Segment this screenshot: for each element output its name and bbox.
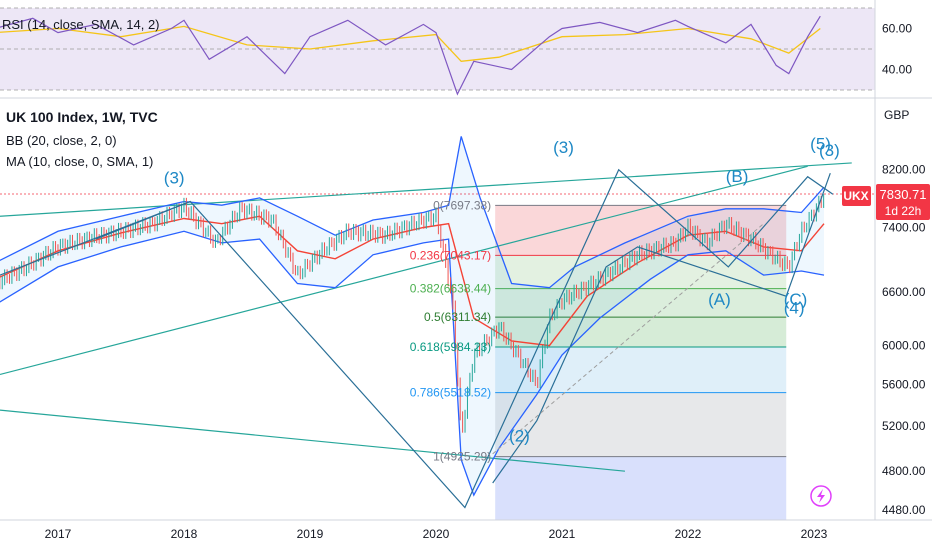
fib-zone (495, 392, 787, 457)
fib-level-label: 0.618(5984.23) (410, 340, 491, 354)
wave-label: (4) (784, 299, 805, 318)
fib-zone (495, 205, 787, 256)
fibonacci-labels: 0(7697.38) 0.236(7043.17) 0.382(6638.44) 0.… (410, 198, 491, 463)
price-panel: (3)(3) (5)(3)(B)(A) (C)(4)(2) 0(7697.38)0.… (0, 135, 875, 520)
fib-level-label: 0.5(6311.34) (424, 310, 491, 324)
time-tick-label: 2021 (549, 527, 576, 541)
flash-icon[interactable] (810, 485, 832, 507)
price-tick-label: 5600.00 (882, 377, 926, 391)
bollinger-fill (0, 136, 824, 496)
elliott-wave-line (492, 172, 831, 484)
price-tick-label: 4480.00 (882, 503, 926, 517)
wave-label: (3) (164, 169, 185, 188)
rsi-tick-label: 60.00 (882, 22, 912, 36)
time-tick-label: 2018 (171, 527, 198, 541)
fib-level-label: 0.236(7043.17) (410, 248, 491, 262)
elliott-wave-line (0, 200, 191, 276)
elliott-wave-labels: (3)(3) (5)(3)(B)(A) (C)(4)(2) (164, 135, 840, 446)
price-tick-label: 4800.00 (882, 464, 926, 478)
wave-projection-line (492, 223, 764, 455)
trend-line (0, 409, 626, 472)
price-tick-label: 8200.00 (882, 163, 926, 177)
time-tick-label: 2017 (45, 527, 72, 541)
wave-label: (B) (726, 167, 749, 186)
time-tick-label: 2020 (423, 527, 450, 541)
fibonacci-retracement (495, 204, 787, 520)
trend-line (0, 162, 852, 217)
bollinger-upper-band (0, 136, 825, 289)
rsi-label: RSI (14, close, SMA, 14, 2) (2, 17, 160, 32)
wave-label: (3) (553, 138, 574, 157)
time-axis-ticks: 2017 2018 2019 2020 2021 2022 2023 (45, 527, 828, 541)
time-tick-label: 2022 (675, 527, 702, 541)
rsi-sma-line (0, 25, 821, 62)
fib-level-label: 0.786(5518.52) (410, 386, 491, 400)
moving-average-line (0, 215, 825, 347)
fib-level-label: 0(7697.38) (433, 198, 491, 212)
rsi-tick-label: 40.00 (882, 63, 912, 77)
fib-level-label: 0.382(6638.44) (410, 282, 491, 296)
price-tick-label: 6000.00 (882, 339, 926, 353)
ma-legend: MA (10, close, 0, SMA, 1) (6, 154, 153, 169)
price-tick-label: 7400.00 (882, 221, 926, 235)
elliott-wave-lines (0, 168, 834, 509)
chart-title: UK 100 Index, 1W, TVC (6, 109, 158, 125)
symbol-badge-label: UKX (843, 189, 868, 203)
price-bars (0, 194, 825, 433)
last-price-badge (876, 184, 930, 220)
fib-zone (495, 347, 787, 393)
fib-level-label: 1(4925.29) (433, 450, 491, 464)
time-axis[interactable]: 2017 2018 2019 2020 2021 2022 2023 (0, 519, 932, 541)
bollinger-lower-band (0, 230, 825, 497)
price-axis[interactable]: 60.00 40.00 GBP 8200.00 7400.00 6600.00 6000… (842, 0, 930, 520)
fib-zone (495, 288, 787, 318)
bar-countdown: 1d 22h (885, 204, 922, 218)
wave-label: (5) (810, 135, 831, 154)
price-tick-label: 5200.00 (882, 419, 926, 433)
price-axis-ticks: 8200.00 7400.00 6600.00 6000.00 5600.00 5200.… (882, 163, 926, 517)
rsi-line (0, 15, 821, 96)
trend-lines (0, 162, 852, 472)
fib-extension-zone (495, 456, 787, 520)
currency-label: GBP (884, 108, 909, 122)
wave-label: (2) (509, 426, 530, 445)
last-price-value: 7830.71 (880, 187, 927, 202)
rsi-panel: RSI (14, close, SMA, 14, 2) (0, 7, 875, 96)
time-tick-label: 2019 (297, 527, 324, 541)
symbol-badge (842, 186, 871, 206)
wave-label: (C) (784, 290, 808, 309)
price-tick-label: 6600.00 (882, 285, 926, 299)
trend-line (0, 165, 808, 376)
time-tick-label: 2023 (801, 527, 828, 541)
wave-label: (A) (708, 290, 731, 309)
rsi-axis-ticks: 60.00 40.00 (882, 22, 912, 77)
fib-zone (495, 317, 787, 348)
wave-label: (3) (819, 141, 840, 160)
bb-legend: BB (20, close, 2, 0) (6, 133, 117, 148)
